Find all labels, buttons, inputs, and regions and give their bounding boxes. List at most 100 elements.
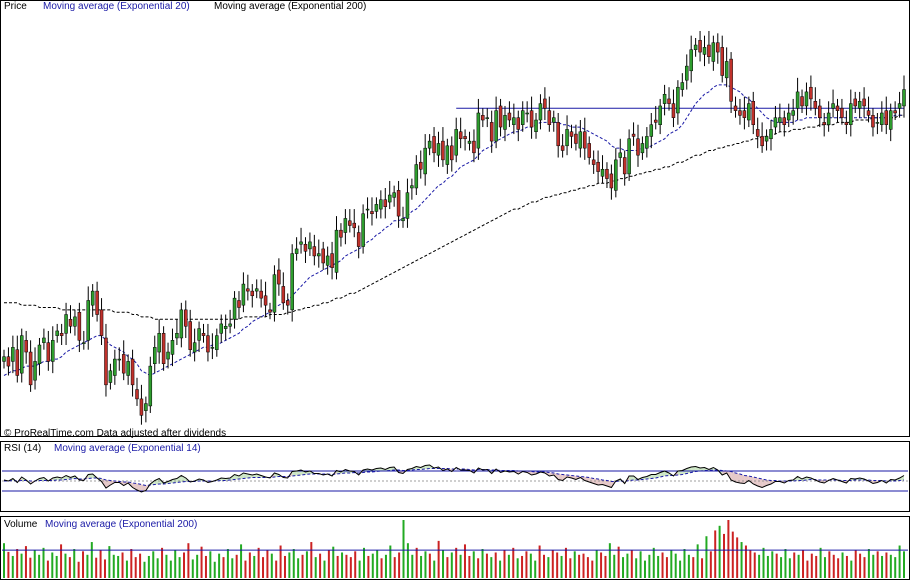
candle-body	[383, 199, 388, 207]
volume-bar	[332, 546, 335, 578]
volume-bar	[450, 552, 453, 578]
volume-bar	[709, 551, 712, 578]
candle-body	[215, 335, 219, 350]
candle-body	[729, 58, 733, 102]
candle-body	[631, 133, 636, 137]
candle-body	[769, 129, 773, 140]
candle-body	[148, 365, 153, 407]
volume-bar	[780, 557, 783, 578]
volume-bar	[231, 558, 234, 578]
rsi-fill-segment	[757, 478, 763, 488]
volume-bar	[560, 555, 563, 578]
candle-body	[813, 101, 818, 109]
volume-bar	[349, 557, 352, 578]
volume-bar	[82, 551, 85, 578]
candle-body	[370, 211, 374, 215]
candle-body	[747, 103, 751, 121]
candle-body	[871, 115, 875, 128]
volume-bar	[630, 550, 633, 578]
volume-bar	[758, 554, 761, 578]
candle-body	[707, 44, 711, 57]
candle-body	[693, 44, 698, 50]
candle-body	[441, 140, 445, 161]
candle-body	[645, 136, 649, 149]
volume-bar	[613, 554, 616, 578]
rsi-fill-segment	[598, 479, 603, 485]
volume-bar	[262, 557, 265, 578]
candle-body	[862, 98, 866, 107]
volume-bar	[661, 552, 664, 578]
volume-bar	[775, 553, 778, 578]
candle-body	[210, 347, 215, 349]
candle-body	[454, 129, 458, 156]
candle-body	[432, 136, 436, 154]
volume-bar	[68, 557, 71, 578]
candle-body	[503, 115, 507, 130]
candle-body	[680, 82, 685, 90]
legend-ema200: Moving average (Exponential 200)	[214, 1, 366, 12]
volume-bar	[64, 553, 67, 578]
volume-bar	[90, 542, 93, 578]
volume-bar	[367, 555, 370, 578]
volume-bar	[442, 550, 445, 578]
candle-body	[113, 358, 117, 376]
volume-bar	[86, 554, 89, 578]
candle-body	[228, 323, 232, 327]
candle-body	[232, 297, 237, 320]
rsi-fill-segment	[731, 471, 736, 482]
volume-bar	[358, 560, 361, 578]
volume-bar	[521, 555, 524, 578]
candle-body	[285, 300, 290, 306]
volume-bar	[718, 525, 721, 578]
volume-bar	[415, 547, 418, 578]
volume-bar	[283, 555, 286, 578]
candle-body	[689, 49, 693, 72]
candle-body	[405, 192, 410, 219]
candle-body	[299, 241, 303, 245]
volume-bar	[740, 542, 743, 578]
volume-bar	[828, 551, 831, 578]
candle-body	[733, 105, 738, 111]
candle-body	[135, 389, 139, 400]
candle-body	[250, 290, 255, 297]
volume-bar	[762, 547, 765, 578]
candle-body	[755, 129, 760, 137]
candle-body	[6, 356, 11, 367]
volume-bar	[850, 560, 853, 578]
candle-body	[312, 246, 317, 257]
candle-body	[281, 286, 286, 304]
candle-body	[263, 295, 268, 306]
candle-body	[33, 361, 37, 381]
volume-bar	[701, 558, 704, 578]
volume-bar	[543, 554, 545, 578]
volume-bar	[117, 555, 120, 578]
candle-body	[108, 370, 113, 383]
volume-bar	[881, 555, 884, 578]
volume-bar	[736, 537, 739, 578]
volume-bar	[472, 551, 475, 578]
candle-body	[272, 274, 277, 313]
rsi-fill-segment	[677, 470, 683, 475]
volume-bar	[586, 557, 589, 578]
candle-body	[339, 229, 343, 238]
candle-body	[423, 147, 427, 175]
volume-bar	[446, 557, 449, 578]
volume-bar	[20, 553, 23, 578]
candle-body	[414, 164, 419, 189]
candle-body	[596, 161, 600, 172]
volume-bar	[235, 554, 238, 578]
volume-bar	[582, 553, 585, 578]
volume-bar	[376, 550, 379, 578]
volume-bar	[103, 559, 106, 578]
volume-bar	[354, 551, 357, 578]
candle-body	[578, 131, 583, 149]
candle-body	[277, 269, 281, 285]
candle-body	[472, 140, 476, 154]
volume-bar	[371, 553, 374, 578]
rsi-fill-segment	[558, 474, 563, 481]
candle-body	[835, 105, 840, 111]
legend-price: Price	[4, 1, 27, 12]
candle-body	[348, 220, 352, 226]
candle-body	[450, 145, 454, 161]
legend-rsi: RSI (14)	[4, 443, 41, 454]
